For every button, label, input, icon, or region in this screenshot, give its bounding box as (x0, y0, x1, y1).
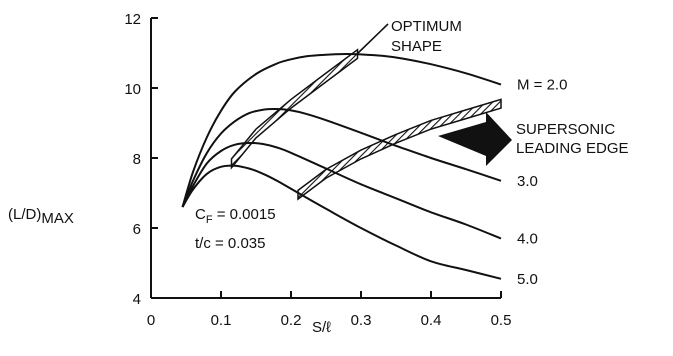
optimum-shape-label-line2: SHAPE (391, 38, 442, 55)
series-label: 3.0 (517, 173, 538, 190)
supersonic-leading-edge-band (297, 98, 502, 201)
x-tick-label: 0.1 (211, 312, 232, 329)
x-tick-label: 0.4 (421, 312, 442, 329)
x-tick-label: 0.2 (281, 312, 302, 329)
series-label: 4.0 (517, 231, 538, 248)
supersonic-label-line2: LEADING EDGE (516, 140, 629, 157)
curve-series-4 (181, 164, 502, 280)
tc-parameter: t/c = 0.035 (195, 235, 265, 252)
y-tick-label: 12 (124, 11, 141, 28)
y-tick-label: 8 (133, 151, 141, 168)
x-axis-label: S/ℓ (312, 319, 331, 336)
curves-layer: M = 2.0 3.0 4.0 5.0 (181, 52, 567, 288)
x-tick-label: 0.5 (491, 312, 512, 329)
supersonic-arrow (438, 112, 512, 166)
cf-parameter: CF = 0.0015 (195, 206, 276, 226)
y-axis-label: (L/D)MAX (8, 206, 74, 227)
optimum-shape-label-line1: OPTIMUM (391, 18, 462, 35)
supersonic-label-line1: SUPERSONIC (516, 121, 615, 138)
series-label: 5.0 (517, 271, 538, 288)
y-tick-label: 10 (124, 81, 141, 98)
x-tick-label: 0.3 (351, 312, 372, 329)
y-tick-label: 4 (133, 291, 141, 308)
x-tick-label: 0 (147, 312, 155, 329)
ticks: 0 0.1 0.2 0.3 0.4 0.5 4 6 8 10 12 (124, 11, 511, 329)
optimum-shape-leader-line (356, 23, 389, 55)
curve-series-3 (181, 141, 502, 240)
optimum-shape-band (230, 48, 359, 170)
series-label: M = 2.0 (517, 77, 567, 94)
y-tick-label: 6 (133, 221, 141, 238)
curve-series-1 (181, 52, 502, 208)
curve-series-2 (181, 107, 502, 208)
